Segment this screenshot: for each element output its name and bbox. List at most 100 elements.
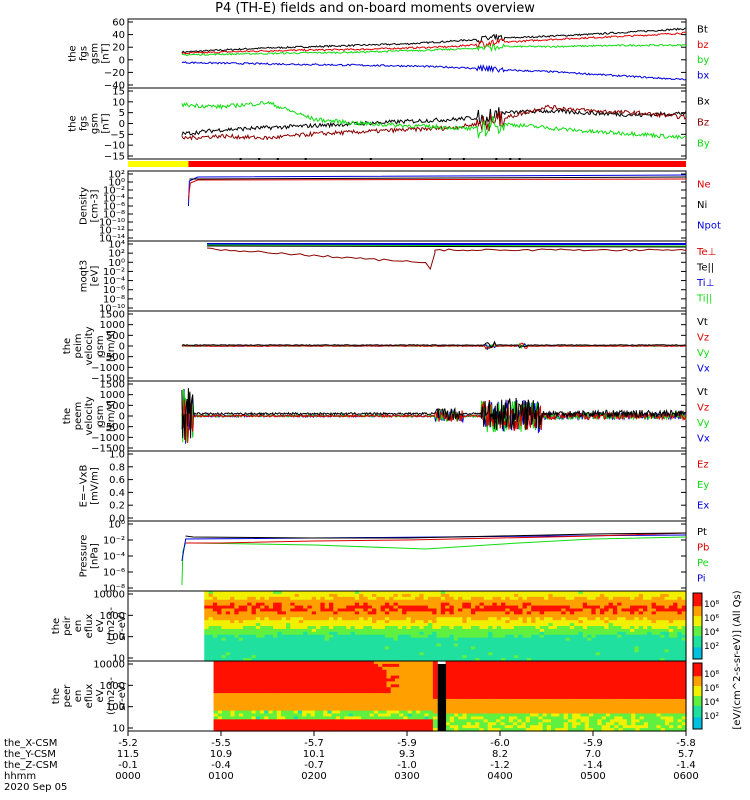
spectrogram-cell — [289, 698, 295, 703]
spectrogram-cell — [556, 605, 562, 610]
spectrogram-cell — [234, 719, 240, 723]
spectrogram-cell — [410, 605, 416, 610]
mode-marker — [448, 158, 451, 160]
spectrogram-cell — [369, 684, 375, 688]
spectrogram-cell — [356, 719, 362, 723]
spectrogram-cell — [462, 596, 468, 601]
spectrogram-cell — [546, 669, 552, 674]
spectrogram-cell — [538, 666, 544, 671]
spectrogram-cell — [341, 602, 347, 607]
spectrogram-cell — [561, 626, 567, 630]
spectrogram-cell — [243, 690, 248, 694]
spectrogram-cell — [297, 725, 303, 729]
spectrogram-cell — [346, 631, 352, 636]
spectrogram-cell — [475, 620, 481, 624]
spectrogram-cell — [642, 605, 648, 610]
spectrogram-cell — [285, 716, 291, 720]
spectrogram-cell — [483, 620, 489, 624]
spectrogram-cell — [323, 716, 329, 720]
spectrogram-cell — [397, 623, 403, 627]
spectrogram-cell — [378, 704, 383, 709]
spectrogram-cell — [651, 593, 657, 598]
spectrogram-cell — [290, 643, 296, 648]
spectrogram-cell — [242, 646, 248, 650]
spectrogram-cell — [212, 646, 218, 650]
spectrogram-cell — [380, 655, 386, 659]
spectrogram-cell — [389, 646, 395, 650]
spectrogram-cell — [337, 643, 343, 648]
spectrogram-cell — [281, 728, 286, 732]
y-axis-label: en — [73, 690, 84, 703]
spectrogram-cell — [397, 628, 403, 633]
spectrogram-cell — [509, 602, 515, 607]
spectrogram-cell — [427, 602, 433, 607]
spectrogram-cell — [563, 722, 569, 726]
spectrogram-cell — [453, 652, 459, 656]
spectrogram-cell — [517, 713, 523, 718]
spectrogram-cell — [399, 661, 404, 665]
spectrogram-cell — [518, 614, 524, 618]
spectrogram-cell — [369, 707, 375, 712]
spectrogram-cell — [462, 614, 468, 618]
spectrogram-cell — [492, 608, 498, 613]
spectrogram-cell — [529, 713, 535, 718]
spectrogram-cell — [534, 710, 539, 715]
spectrogram-cell — [234, 669, 240, 674]
spectrogram-cell — [264, 661, 269, 665]
spectrogram-cell — [297, 666, 303, 671]
spectrogram-cell — [552, 658, 558, 662]
spectrogram-cell — [544, 608, 549, 613]
spectrogram-cell — [281, 596, 287, 601]
spectrogram-cell — [350, 593, 356, 598]
spectrogram-cell — [475, 605, 481, 610]
spectrogram-cell — [567, 725, 573, 729]
spectrogram-cell — [290, 620, 296, 624]
spectrogram-cell — [376, 640, 382, 645]
spectrogram-cell — [458, 640, 463, 645]
spectrogram-cell — [372, 599, 377, 604]
spectrogram-cell — [260, 646, 266, 650]
spectrogram-cell — [513, 684, 518, 688]
spectrogram-cell — [569, 655, 575, 659]
spectrogram-cell — [458, 620, 463, 624]
spectrogram-cell — [436, 591, 442, 595]
spectrogram-cell — [608, 640, 614, 645]
spectrogram-cell — [372, 637, 377, 642]
spectrogram-cell — [563, 690, 569, 694]
spectrogram-cell — [677, 637, 683, 642]
spectrogram-cell — [281, 710, 286, 715]
spectrogram-cell — [268, 728, 274, 732]
spectrogram-cell — [390, 722, 396, 726]
spectrogram-cell — [513, 646, 519, 650]
spectrogram-cell — [508, 696, 514, 700]
spectrogram-cell — [440, 637, 446, 642]
spectrogram-cell — [276, 690, 282, 694]
spectrogram-cell — [428, 678, 434, 683]
spectrogram-cell — [289, 704, 295, 709]
spectrogram-cell — [212, 596, 218, 601]
series-ni — [189, 176, 687, 180]
spectrogram-cell — [311, 643, 317, 648]
spectrogram-cell — [204, 646, 210, 650]
spectrogram-cell — [234, 725, 240, 729]
spectrogram-cell — [247, 707, 253, 712]
spectrogram-cell — [386, 666, 392, 671]
spectrogram-cell — [226, 716, 232, 720]
spectrogram-cell — [416, 696, 421, 700]
spectrogram-cell — [259, 663, 265, 668]
spectrogram-cell — [403, 696, 409, 700]
spectrogram-cell — [290, 658, 296, 662]
spectrogram-cell — [483, 698, 489, 703]
spectrogram-cell — [582, 652, 588, 656]
spectrogram-cell — [335, 684, 341, 688]
spectrogram-cell — [204, 649, 210, 653]
spectrogram-cell — [655, 591, 661, 595]
y-axis-label: Density — [79, 187, 90, 225]
spectrogram-cell — [432, 663, 438, 668]
spectrogram-cell — [365, 696, 371, 700]
spectrogram-cell — [350, 620, 356, 624]
spectrogram-cell — [475, 637, 481, 642]
spectrogram-cell — [225, 658, 231, 662]
spectrogram-cell — [276, 696, 282, 700]
spectrogram-cell — [294, 614, 300, 618]
